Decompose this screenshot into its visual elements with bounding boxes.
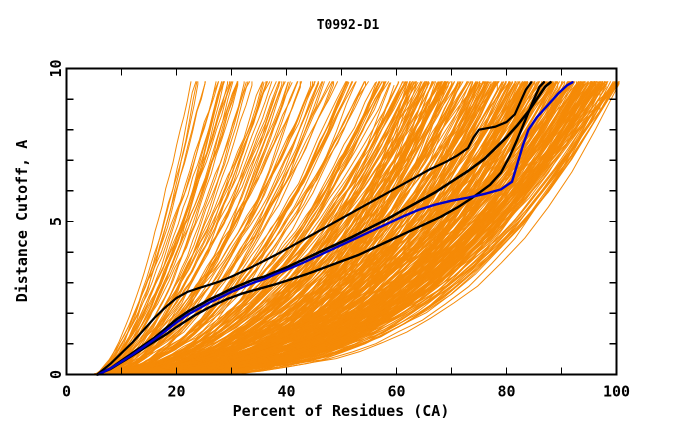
y-tick-label: 0	[47, 370, 65, 379]
ensemble-model-curve	[95, 81, 350, 375]
ensemble-model-curve	[99, 81, 223, 375]
ensemble-model-curve	[96, 81, 192, 375]
page-title: T0992-D1	[317, 18, 380, 33]
ensemble-model-curve	[94, 81, 527, 375]
y-tick-label: 10	[47, 59, 65, 77]
x-axis-ticks: 0 20 40 60 80 100	[62, 68, 630, 401]
x-tick-label: 60	[387, 383, 405, 401]
ensemble-model-curve	[94, 81, 407, 375]
ensemble-model-curve	[100, 81, 319, 375]
ensemble-model-curve	[100, 81, 575, 375]
ensemble-model-curve	[94, 82, 614, 375]
ensemble-model-curve	[96, 81, 620, 375]
x-tick-label: 0	[62, 383, 71, 401]
ensemble-model-curve	[98, 83, 417, 375]
x-tick-label: 100	[603, 383, 630, 401]
ensemble-model-curve	[94, 81, 231, 375]
ensemble-model-curve	[96, 81, 197, 375]
ensemble-model-curve	[100, 81, 620, 375]
ensemble-model-curve	[99, 81, 303, 376]
ensemble-model-curve	[96, 81, 441, 375]
y-tick-label: 5	[47, 217, 65, 226]
ensemble-model-curve	[100, 81, 280, 375]
ensemble-model-curve	[94, 81, 419, 375]
ensemble-model-curve	[94, 81, 219, 375]
highlight-curve-black-upper	[96, 81, 533, 376]
ensemble-model-curve	[94, 81, 617, 375]
ensemble-model-curve	[94, 81, 206, 375]
ensemble-model-curve	[100, 81, 264, 375]
ensemble-model-curve	[101, 81, 281, 375]
highlight-curve-black-lower	[96, 81, 546, 376]
ensemble-model-curve	[100, 84, 601, 375]
ensemble-model-curve	[98, 82, 620, 375]
x-tick-label: 80	[497, 383, 515, 401]
ensemble-model-curve	[95, 83, 477, 375]
x-tick-label: 40	[277, 383, 295, 401]
x-tick-label: 20	[167, 383, 185, 401]
ensemble-model-curve	[97, 81, 609, 375]
ensemble-model-curve	[96, 81, 245, 375]
y-axis-label: Distance Cutoff, A	[13, 140, 31, 303]
ensemble-model-curve	[95, 82, 459, 375]
y-axis-ticks: 0 5 10	[47, 59, 617, 379]
ensemble-model-curve	[96, 81, 598, 375]
ensemble-model-curve	[101, 81, 285, 375]
highlight-curve-group	[96, 80, 574, 376]
highlight-curve-black-middle	[96, 80, 552, 376]
ensemble-model-curve	[94, 81, 225, 375]
x-axis-label: Percent of Residues (CA)	[233, 402, 450, 420]
highlight-curve-blue-selected	[97, 81, 574, 376]
